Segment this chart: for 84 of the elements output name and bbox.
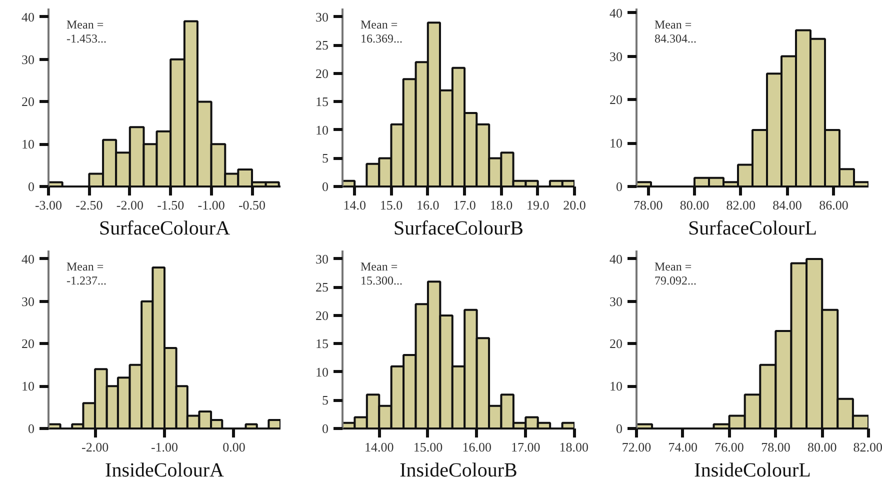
y-tick-label: 10 [316,122,328,138]
y-tick-label: 10 [610,136,622,151]
annotation: 84.304... [654,32,696,46]
annotation: Mean = [654,18,692,32]
y-tick-label: 0 [322,421,328,436]
y-tick-label: 0 [616,421,622,436]
y-tick-label: 20 [610,92,622,108]
x-tick-label: 15.00 [413,440,443,454]
x-tick-label: 78.00 [633,198,663,212]
y-tick-label: 30 [610,48,622,64]
x-tick-label: -0.50 [238,198,266,212]
y-tick-label: 0 [28,421,34,436]
y-tick-label: 10 [316,364,328,380]
y-tick-label: 20 [316,308,328,323]
annotation: Mean = [66,18,104,32]
x-tick-label: -2.50 [76,198,103,212]
x-tick-label: -2.00 [116,198,144,212]
x-tick-label: 82.00 [853,440,882,454]
y-tick-label: 5 [322,392,328,408]
y-tick-label: 40 [610,5,622,20]
y-tick-label: 25 [316,280,328,295]
y-tick-label: 5 [322,150,328,166]
y-tick-label: 30 [22,52,34,67]
x-tick-label: -1.00 [198,198,225,212]
y-tick-label: 10 [22,378,34,394]
annotation: 79.092... [654,274,696,288]
x-tick-label: 80.00 [680,198,710,212]
x-axis-title: InsideColourB [400,460,518,482]
x-tick-label: 86.00 [819,198,848,212]
annotation: -1.453... [66,32,106,46]
y-tick-label: 40 [610,251,622,266]
y-tick-label: 20 [22,336,34,352]
y-tick-label: 20 [610,336,622,352]
x-axis-title: InsideColourA [105,460,224,482]
y-tick-label: 0 [616,179,622,194]
x-tick-label: 15.0 [380,198,403,212]
x-tick-label: 17.00 [511,440,540,454]
x-tick-label: 0.00 [222,440,246,454]
x-tick-label: -1.50 [157,198,184,212]
x-tick-label: 80.00 [807,440,837,454]
y-tick-label: 0 [28,179,34,194]
x-tick-label: 74.00 [668,440,698,454]
y-tick-label: 30 [316,251,328,266]
x-tick-label: 18.00 [559,440,588,454]
x-tick-label: 17.0 [453,198,476,212]
x-tick-label: 84.00 [772,198,802,212]
x-tick-label: 14.0 [343,198,366,212]
annotation: Mean = [654,260,692,274]
y-tick-label: 20 [22,94,34,110]
x-tick-label: 20.0 [563,198,586,212]
y-tick-label: 25 [316,38,328,53]
x-tick-label: 78.00 [761,440,790,454]
x-axis-title: SurfaceColourB [394,218,524,240]
x-tick-label: 76.00 [714,440,744,454]
y-tick-label: 30 [316,9,328,24]
x-axis-title: SurfaceColourA [98,218,231,240]
y-tick-label: 15 [316,94,328,110]
y-tick-label: 40 [22,251,34,266]
x-tick-label: 19.0 [526,198,550,212]
x-tick-label: 18.0 [490,198,513,212]
x-tick-label: -3.00 [34,198,62,212]
annotation: 15.300... [360,274,402,288]
x-axis-title: InsideColourL [694,460,811,482]
x-tick-label: 16.00 [462,440,492,454]
annotation: 16.369... [360,32,402,46]
y-tick-label: 40 [22,9,34,24]
x-tick-label: 14.00 [364,440,394,454]
annotation: Mean = [360,18,398,32]
y-tick-label: 10 [610,378,622,394]
y-tick-label: 10 [22,136,34,152]
x-tick-label: 82.00 [726,198,756,212]
x-tick-label: -1.00 [150,440,178,454]
y-tick-label: 0 [322,179,328,194]
y-tick-label: 30 [610,294,622,309]
x-tick-label: -2.00 [82,440,109,454]
x-tick-label: 72.00 [622,440,652,454]
y-tick-label: 30 [22,294,34,309]
annotation: Mean = [360,260,398,274]
x-tick-label: 16.0 [416,198,440,212]
annotation: Mean = [66,260,104,274]
y-tick-label: 15 [316,336,328,352]
y-tick-label: 20 [316,66,328,81]
annotation: -1.237... [66,274,106,288]
x-axis-title: SurfaceColourL [688,218,817,240]
